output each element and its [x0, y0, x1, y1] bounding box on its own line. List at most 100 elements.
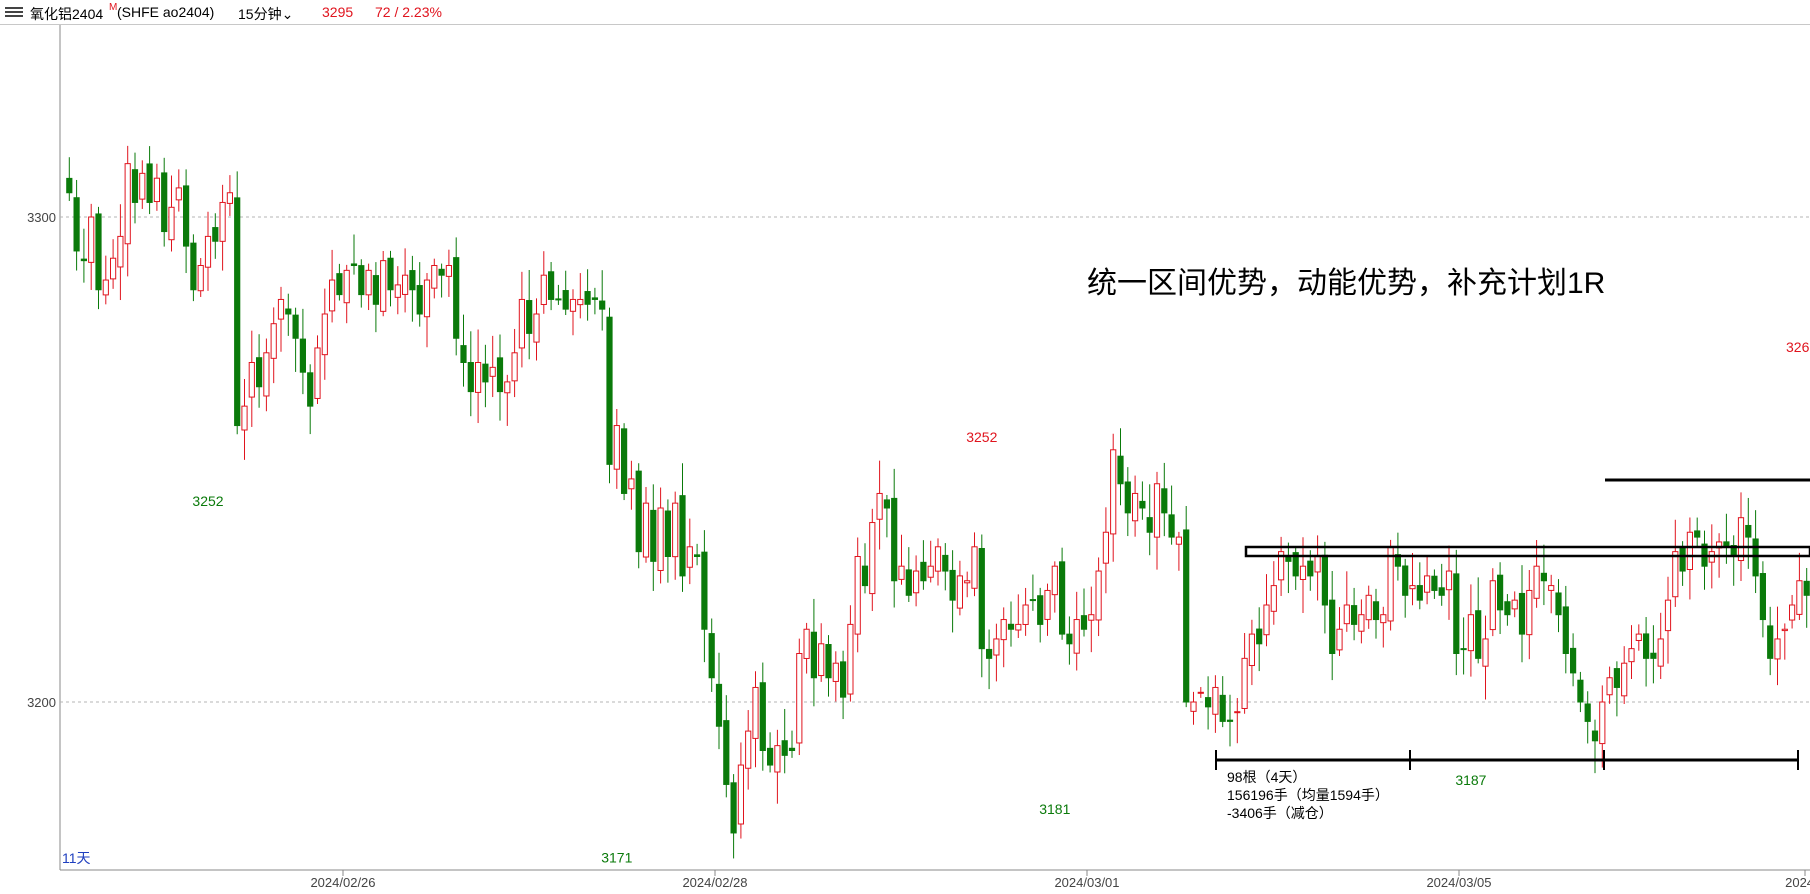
candle	[1752, 510, 1759, 594]
candle	[380, 251, 387, 317]
candle	[861, 543, 869, 594]
candle	[876, 460, 883, 550]
candle	[1080, 588, 1088, 637]
candle	[964, 571, 971, 598]
candle	[372, 262, 379, 333]
candle	[365, 263, 372, 311]
candle	[423, 272, 431, 348]
candle	[942, 543, 949, 591]
candle	[1621, 646, 1628, 705]
period-selector[interactable]: 15分钟⌄	[238, 4, 293, 24]
candle	[161, 157, 168, 247]
candle	[1445, 545, 1453, 620]
candle	[292, 307, 299, 372]
candle	[1015, 594, 1022, 638]
candle	[1358, 599, 1365, 644]
candle	[168, 175, 175, 252]
candle	[1518, 565, 1526, 663]
candle	[336, 263, 343, 301]
candle	[584, 269, 591, 321]
candle	[496, 334, 504, 421]
menu-icon[interactable]	[5, 7, 23, 17]
candle	[1803, 567, 1810, 628]
candle	[672, 491, 679, 580]
candle	[1095, 557, 1102, 637]
candle	[117, 204, 124, 301]
range-open-interest: -3406手（减仓）	[1227, 805, 1333, 821]
candle	[1256, 607, 1263, 672]
consolidation-box	[1244, 478, 1810, 558]
candle	[1767, 606, 1774, 676]
candle	[1051, 561, 1058, 613]
candle	[1285, 542, 1292, 594]
candle	[1745, 497, 1752, 569]
candle	[277, 286, 285, 352]
candle	[402, 248, 409, 313]
candle	[1730, 535, 1737, 586]
candle	[978, 534, 985, 678]
candle	[263, 338, 270, 412]
candle	[840, 650, 847, 720]
candle	[1365, 585, 1372, 629]
candle	[1088, 586, 1095, 653]
candle	[1278, 536, 1285, 596]
candle	[1686, 517, 1694, 600]
candlestick-chart[interactable]: 3200 3300 2024/02/26 2024/02/28 2024/03/01 20…	[0, 25, 1810, 890]
candle	[1555, 579, 1562, 633]
candle	[321, 288, 328, 380]
candle	[453, 237, 460, 356]
candle	[818, 623, 825, 682]
candle	[1416, 562, 1423, 610]
candle	[540, 251, 547, 314]
candle	[621, 423, 628, 501]
x-tick-label: 2024/03/05	[1426, 875, 1491, 889]
candle	[1219, 676, 1226, 728]
candle	[1234, 698, 1241, 744]
range-days-label: 11天	[62, 850, 91, 866]
candle	[299, 308, 306, 395]
candle	[715, 652, 723, 750]
x-tick-label: 2024/02/26	[310, 875, 375, 889]
candle	[489, 335, 496, 398]
candle	[88, 203, 95, 290]
candle	[913, 555, 920, 607]
candle	[431, 258, 438, 299]
candle	[518, 271, 525, 368]
candle	[869, 508, 876, 612]
candle	[1197, 687, 1204, 698]
candle	[139, 160, 146, 209]
candle	[1059, 547, 1066, 640]
candle	[329, 249, 336, 323]
candle	[569, 289, 577, 336]
candle	[1153, 471, 1161, 570]
candle	[891, 468, 898, 608]
candle	[1336, 607, 1343, 656]
candle	[1132, 475, 1139, 537]
instrument-name: 氧化铝2404	[30, 6, 104, 22]
candle	[1044, 583, 1051, 636]
candle	[1175, 531, 1183, 571]
candle	[694, 543, 701, 566]
candle	[358, 259, 365, 308]
price-extreme-label: 3181	[1039, 801, 1070, 817]
candle	[1599, 685, 1606, 768]
candle	[102, 255, 109, 305]
candle	[1066, 616, 1073, 665]
chart-area[interactable]: 3200 3300 2024/02/26 2024/02/28 2024/03/01 20…	[0, 25, 1810, 890]
candle	[1248, 619, 1256, 686]
candle	[1453, 549, 1460, 676]
candle	[1124, 467, 1131, 537]
candle	[1591, 719, 1599, 774]
candle	[183, 169, 190, 274]
candle	[256, 334, 263, 408]
candle	[686, 518, 693, 585]
chevron-down-icon: ⌄	[281, 6, 294, 22]
candle	[1628, 625, 1635, 680]
price-extreme-label: 3171	[601, 850, 632, 866]
candle	[241, 378, 248, 460]
candle	[460, 314, 467, 387]
candle	[526, 270, 533, 360]
candle	[1635, 624, 1642, 651]
y-tick-label: 3200	[27, 695, 56, 710]
candle	[1701, 530, 1708, 590]
